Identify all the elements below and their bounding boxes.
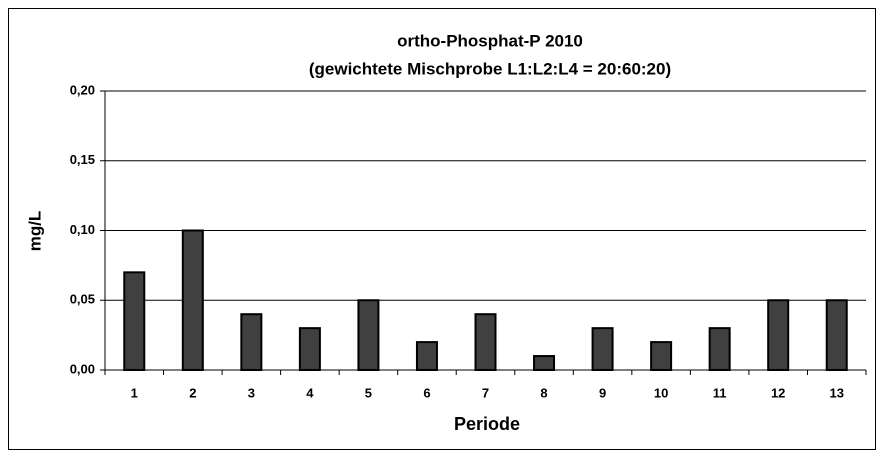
chart-title: ortho-Phosphat-P 2010 [397, 31, 583, 50]
y-tick-label: 0,10 [70, 222, 95, 237]
chart-subtitle: (gewichtete Mischprobe L1:L2:L4 = 20:60:… [309, 59, 671, 78]
y-tick-label: 0,20 [70, 82, 95, 97]
bar [767, 299, 790, 371]
x-tick-label: 8 [540, 385, 547, 400]
x-tick-label: 9 [599, 385, 606, 400]
bar [415, 341, 438, 372]
bar [650, 341, 673, 372]
x-tick-label: 5 [365, 385, 372, 400]
x-tick-label: 3 [248, 385, 255, 400]
y-tick-label: 0,00 [70, 361, 95, 376]
y-tick-label: 0,05 [70, 292, 95, 307]
bar [123, 271, 146, 372]
bar [240, 313, 263, 372]
bar [298, 327, 321, 371]
x-tick-label: 11 [713, 385, 727, 400]
x-tick-label: 13 [829, 385, 843, 400]
bar [591, 327, 614, 371]
bar [357, 299, 380, 371]
x-tick-label: 12 [771, 385, 785, 400]
bar [708, 327, 731, 371]
x-tick-label: 10 [654, 385, 668, 400]
x-axis-label: Periode [454, 414, 520, 434]
y-axis-label: mg/L [25, 211, 44, 252]
x-tick-label: 1 [131, 385, 138, 400]
bar [181, 229, 204, 371]
bar [825, 299, 848, 371]
chart-border [8, 8, 876, 450]
x-tick-label: 2 [189, 385, 196, 400]
x-tick-label: 7 [482, 385, 489, 400]
bar [533, 355, 556, 371]
bar [474, 313, 497, 372]
x-tick-label: 6 [423, 385, 430, 400]
y-tick-label: 0,15 [70, 152, 95, 167]
x-tick-label: 4 [306, 385, 314, 400]
